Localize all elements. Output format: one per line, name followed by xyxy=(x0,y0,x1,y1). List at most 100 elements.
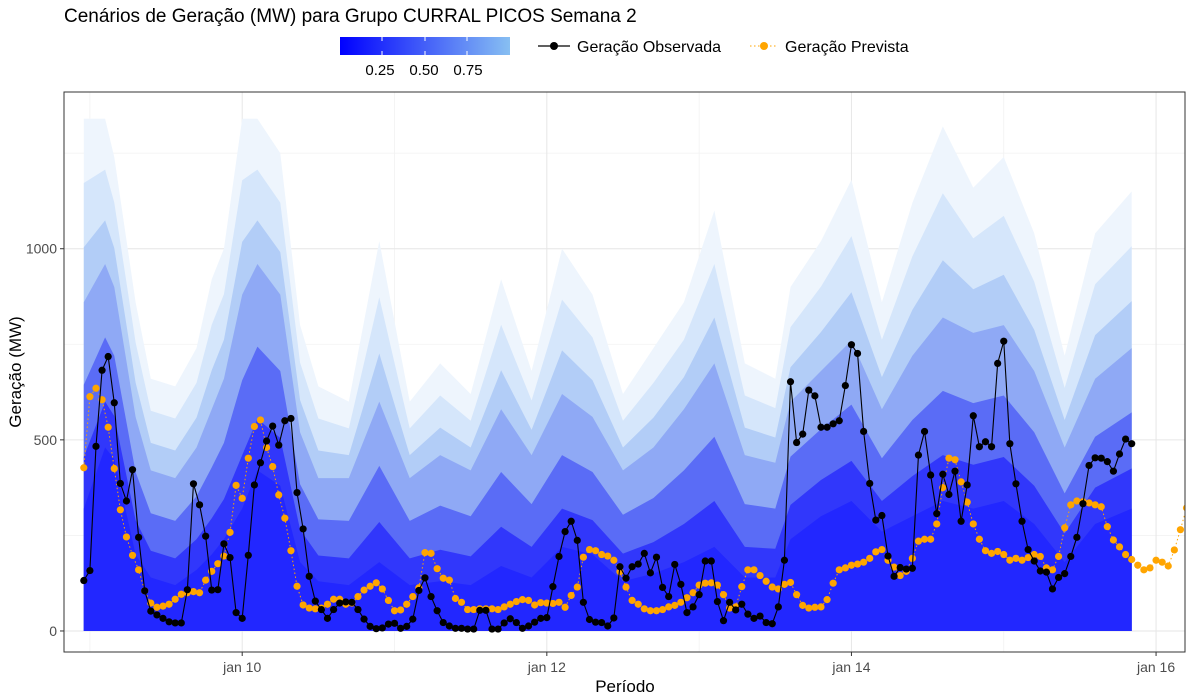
forecast-point xyxy=(622,583,629,590)
forecast-point xyxy=(1104,523,1111,530)
observed-point xyxy=(202,533,209,540)
observed-point xyxy=(458,625,465,632)
observed-point xyxy=(147,607,154,614)
forecast-point xyxy=(689,589,696,596)
observed-point xyxy=(549,583,556,590)
observed-point xyxy=(336,599,343,606)
forecast-point xyxy=(1183,504,1190,511)
observed-point xyxy=(811,392,818,399)
observed-point xyxy=(677,581,684,588)
legend-forecast-label: Geração Prevista xyxy=(785,39,909,56)
observed-point xyxy=(671,561,678,568)
observed-point xyxy=(373,625,380,632)
observed-point xyxy=(1055,574,1062,581)
forecast-point xyxy=(945,455,952,462)
observed-point xyxy=(293,489,300,496)
observed-point xyxy=(964,481,971,488)
forecast-point xyxy=(379,585,386,592)
forecast-point xyxy=(391,607,398,614)
observed-point xyxy=(507,615,514,622)
observed-point xyxy=(196,501,203,508)
observed-point xyxy=(561,528,568,535)
forecast-point xyxy=(756,572,763,579)
observed-point xyxy=(421,574,428,581)
observed-point xyxy=(830,420,837,427)
forecast-point xyxy=(86,393,93,400)
forecast-point xyxy=(720,591,727,598)
forecast-point xyxy=(671,602,678,609)
forecast-point xyxy=(836,566,843,573)
forecast-point xyxy=(610,557,617,564)
observed-point xyxy=(775,603,782,610)
observed-point xyxy=(604,622,611,629)
observed-point xyxy=(86,567,93,574)
observed-point xyxy=(622,575,629,582)
forecast-point xyxy=(1171,546,1178,553)
observed-point xyxy=(598,619,605,626)
forecast-point xyxy=(927,536,934,543)
observed-point xyxy=(1006,440,1013,447)
observed-point xyxy=(884,552,891,559)
observed-point xyxy=(769,620,776,627)
observed-point xyxy=(653,554,660,561)
observed-point xyxy=(848,341,855,348)
observed-point xyxy=(909,565,916,572)
forecast-point xyxy=(452,595,459,602)
forecast-point xyxy=(641,605,648,612)
observed-point xyxy=(878,512,885,519)
forecast-point xyxy=(769,583,776,590)
forecast-point xyxy=(915,538,922,545)
observed-point xyxy=(324,615,331,622)
observed-point xyxy=(1067,553,1074,560)
forecast-point xyxy=(860,559,867,566)
observed-point xyxy=(714,598,721,605)
forecast-point xyxy=(1146,564,1153,571)
observed-point xyxy=(1037,567,1044,574)
forecast-point xyxy=(561,604,568,611)
forecast-point xyxy=(446,577,453,584)
observed-point xyxy=(494,625,501,632)
forecast-point xyxy=(793,591,800,598)
observed-point xyxy=(927,471,934,478)
forecast-point xyxy=(397,606,404,613)
forecast-point xyxy=(306,604,313,611)
observed-point xyxy=(744,611,751,618)
observed-point xyxy=(233,609,240,616)
forecast-point xyxy=(92,385,99,392)
observed-point xyxy=(300,525,307,532)
observed-point xyxy=(939,471,946,478)
observed-point xyxy=(129,466,136,473)
observed-point xyxy=(568,518,575,525)
x-axis: jan 10 jan 12 jan 14 jan 16 xyxy=(222,652,1175,675)
observed-point xyxy=(306,573,313,580)
forecast-point xyxy=(1110,536,1117,543)
series-legend: Geração Observada Geração Prevista xyxy=(538,39,909,56)
observed-point xyxy=(537,615,544,622)
observed-point xyxy=(117,480,124,487)
forecast-point xyxy=(970,520,977,527)
observed-point xyxy=(860,428,867,435)
forecast-point xyxy=(830,580,837,587)
forecast-point xyxy=(287,547,294,554)
observed-point xyxy=(872,517,879,524)
forecast-point xyxy=(665,603,672,610)
observed-point xyxy=(635,560,642,567)
forecast-point xyxy=(105,424,112,431)
forecast-point xyxy=(817,603,824,610)
forecast-point xyxy=(190,588,197,595)
observed-point xyxy=(574,537,581,544)
forecast-point xyxy=(153,604,160,611)
observed-point xyxy=(1018,518,1025,525)
forecast-point xyxy=(677,599,684,606)
forecast-point xyxy=(513,598,520,605)
forecast-point xyxy=(409,593,416,600)
observed-point xyxy=(312,598,319,605)
forecast-point xyxy=(220,552,227,559)
observed-point xyxy=(555,553,562,560)
forecast-point xyxy=(324,601,331,608)
forecast-point xyxy=(854,560,861,567)
forecast-point xyxy=(568,592,575,599)
observed-point xyxy=(245,552,252,559)
forecast-point xyxy=(1116,543,1123,550)
